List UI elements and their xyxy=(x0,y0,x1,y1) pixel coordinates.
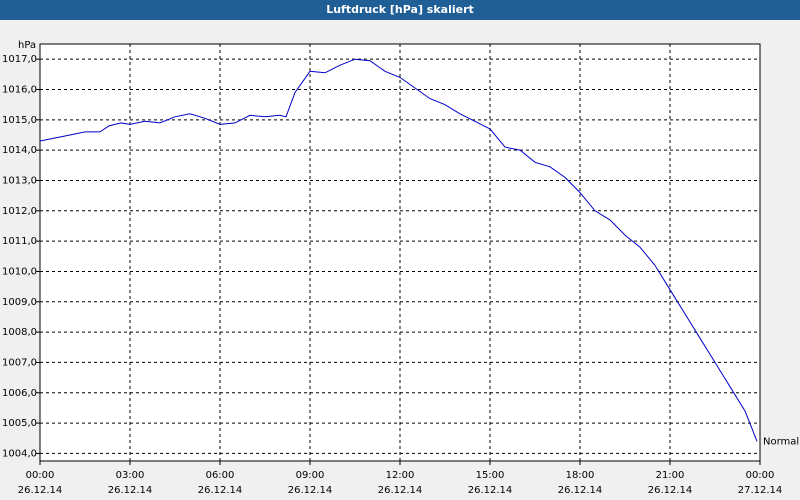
x-tick-label: 06:00 xyxy=(206,470,235,481)
x-tick-date: 26.12.14 xyxy=(18,485,63,496)
plot-area xyxy=(39,43,761,462)
y-tick-label: 1014,0 xyxy=(2,145,37,156)
y-tick-label: 1017,0 xyxy=(2,54,37,65)
x-tick-label: 00:00 xyxy=(746,470,775,481)
y-tick-label: 1015,0 xyxy=(2,115,37,126)
x-tick-label: 15:00 xyxy=(476,470,505,481)
x-tick-date: 26.12.14 xyxy=(558,485,603,496)
y-tick-label: 1005,0 xyxy=(2,418,37,429)
x-tick-date: 26.12.14 xyxy=(198,485,243,496)
x-tick-date: 26.12.14 xyxy=(648,485,693,496)
x-tick-label: 18:00 xyxy=(566,470,595,481)
y-tick-label: 1006,0 xyxy=(2,388,37,399)
y-axis-label: hPa xyxy=(18,40,36,51)
y-tick-label: 1011,0 xyxy=(2,236,37,247)
x-tick-label: 12:00 xyxy=(386,470,415,481)
title-bar xyxy=(0,0,800,20)
y-tick-label: 1008,0 xyxy=(2,327,37,338)
y-tick-label: 1004,0 xyxy=(2,448,37,459)
y-tick-label: 1009,0 xyxy=(2,297,37,308)
x-tick-label: 03:00 xyxy=(116,470,145,481)
x-tick-date: 26.12.14 xyxy=(378,485,423,496)
x-tick-label: 09:00 xyxy=(296,470,325,481)
x-tick-label: 21:00 xyxy=(656,470,685,481)
x-tick-date: 26.12.14 xyxy=(468,485,513,496)
y-tick-label: 1016,0 xyxy=(2,84,37,95)
chart-title: Luftdruck [hPa] skaliert xyxy=(326,3,474,16)
y-tick-label: 1013,0 xyxy=(2,175,37,186)
x-tick-date: 26.12.14 xyxy=(288,485,333,496)
x-tick-label: 00:00 xyxy=(26,470,55,481)
series-label: Normal xyxy=(763,436,799,447)
y-tick-label: 1007,0 xyxy=(2,357,37,368)
x-tick-date: 26.12.14 xyxy=(108,485,153,496)
x-tick-date: 27.12.14 xyxy=(738,485,783,496)
data-line xyxy=(39,58,758,442)
y-tick-label: 1010,0 xyxy=(2,266,37,277)
y-tick-label: 1012,0 xyxy=(2,206,37,217)
